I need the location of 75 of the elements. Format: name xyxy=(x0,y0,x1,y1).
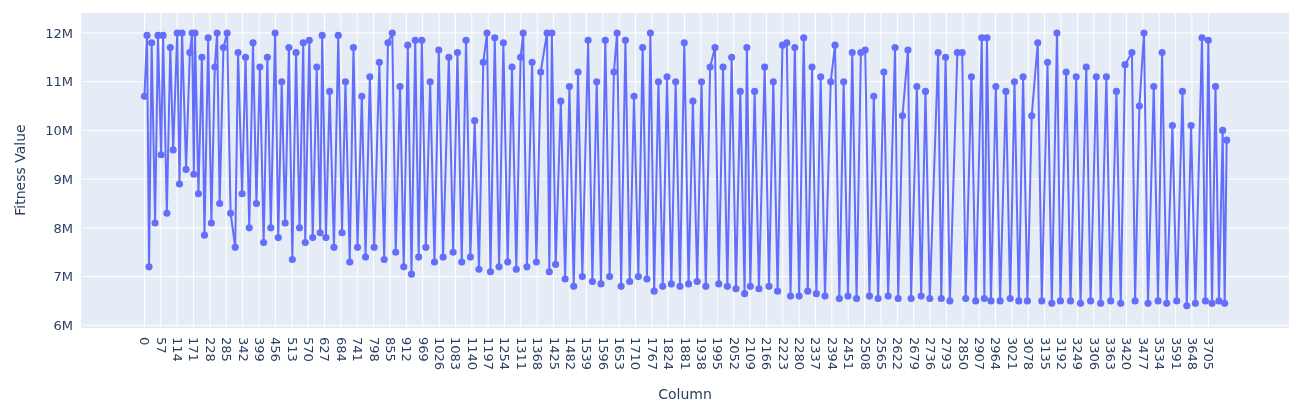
x-tick-label: 1767 xyxy=(644,337,660,371)
x-tick-label: 1539 xyxy=(579,337,595,371)
x-tick-label: 2394 xyxy=(824,337,840,371)
x-tick-label: 1482 xyxy=(562,337,578,371)
x-tick-label: 3648 xyxy=(1184,337,1200,371)
x-tick-label: 2451 xyxy=(841,337,857,371)
x-tick-label: 2508 xyxy=(857,337,873,371)
x-tick-label: 3135 xyxy=(1037,337,1053,371)
x-tick-label: 2736 xyxy=(923,337,939,371)
y-tick-label: 6M xyxy=(53,317,73,333)
x-tick-label: 2793 xyxy=(939,337,955,371)
x-tick-label: 3705 xyxy=(1201,337,1217,371)
x-tick-label: 2622 xyxy=(890,337,906,371)
x-tick-label: 2337 xyxy=(808,337,824,371)
x-tick-label: 1140 xyxy=(464,337,480,371)
y-axis-title: Fitness Value xyxy=(12,124,28,216)
y-tick-label: 9M xyxy=(53,171,73,187)
x-tick-label: 2280 xyxy=(792,337,808,371)
x-tick-label: 912 xyxy=(399,337,415,362)
x-tick-label: 171 xyxy=(186,337,202,362)
x-tick-label: 1254 xyxy=(497,337,513,371)
x-tick-label: 2052 xyxy=(726,337,742,371)
x-tick-label: 627 xyxy=(317,337,333,362)
x-tick-label: 2964 xyxy=(988,337,1004,371)
x-tick-label: 513 xyxy=(284,337,300,362)
y-tick-label: 10M xyxy=(45,123,73,139)
x-tick-label: 3306 xyxy=(1086,337,1102,371)
x-tick-label: 3192 xyxy=(1053,337,1069,371)
x-tick-label: 285 xyxy=(219,337,235,362)
y-tick-label: 11M xyxy=(45,74,73,90)
x-tick-label: 2679 xyxy=(906,337,922,371)
x-tick-label: 2907 xyxy=(972,337,988,371)
x-tick-label: 1710 xyxy=(628,337,644,371)
x-tick-label: 2223 xyxy=(775,337,791,371)
x-tick-label: 3249 xyxy=(1070,337,1086,371)
x-tick-label: 2850 xyxy=(955,337,971,371)
x-tick-label: 2109 xyxy=(742,337,758,371)
x-tick-label: 1368 xyxy=(530,337,546,371)
x-tick-label: 3363 xyxy=(1103,337,1119,371)
x-tick-label: 1653 xyxy=(612,337,628,371)
x-tick-label: 114 xyxy=(170,337,186,362)
x-tick-label: 57 xyxy=(153,337,169,354)
x-tick-label: 1197 xyxy=(481,337,497,371)
x-tick-label: 1596 xyxy=(595,337,611,371)
x-tick-label: 855 xyxy=(382,337,398,362)
x-tick-label: 3477 xyxy=(1135,337,1151,371)
x-tick-label: 1881 xyxy=(677,337,693,371)
x-tick-label: 2565 xyxy=(873,337,889,371)
x-tick-label: 3021 xyxy=(1004,337,1020,371)
x-tick-label: 228 xyxy=(202,337,218,362)
x-axis-title: Column xyxy=(658,386,712,402)
x-tick-label: 399 xyxy=(251,337,267,362)
x-tick-label: 2166 xyxy=(759,337,775,371)
x-tick-label: 3078 xyxy=(1021,337,1037,371)
x-tick-label: 570 xyxy=(301,337,317,362)
x-tick-label: 0 xyxy=(137,337,153,346)
x-tick-label: 741 xyxy=(350,337,366,362)
x-tick-label: 1995 xyxy=(710,337,726,371)
x-tick-label: 1824 xyxy=(661,337,677,371)
x-tick-label: 456 xyxy=(268,337,284,362)
x-tick-label: 1311 xyxy=(513,337,529,371)
x-tick-label: 684 xyxy=(333,337,349,362)
x-tick-label: 3591 xyxy=(1168,337,1184,371)
x-tick-label: 1026 xyxy=(432,337,448,371)
x-tick-label: 1425 xyxy=(546,337,562,371)
x-tick-label: 3420 xyxy=(1119,337,1135,371)
x-tick-label: 342 xyxy=(235,337,251,362)
y-tick-label: 8M xyxy=(53,220,73,236)
x-tick-label: 798 xyxy=(366,337,382,362)
x-tick-label: 3534 xyxy=(1152,337,1168,371)
x-tick-label: 1938 xyxy=(693,337,709,371)
y-tick-label: 7M xyxy=(53,269,73,285)
x-tick-label: 1083 xyxy=(448,337,464,371)
x-tick-label: 969 xyxy=(415,337,431,362)
y-tick-label: 12M xyxy=(45,25,73,41)
